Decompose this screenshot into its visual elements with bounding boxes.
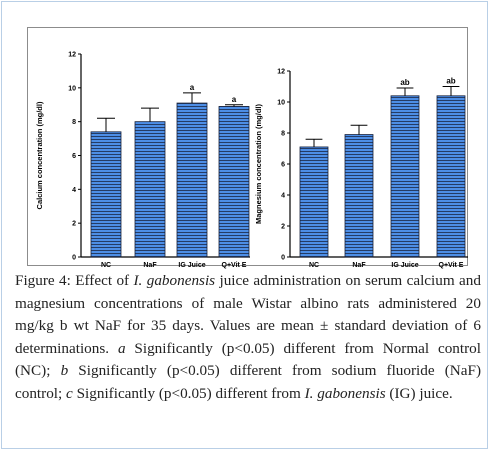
figure-caption: Figure 4: Effect of I. gabonensis juice …	[15, 270, 481, 405]
y-tick-label: 2	[72, 221, 76, 228]
chart-panel: 0 2 4 6 8 10 12 Calcium concentration (mg/dl) NC…	[27, 27, 468, 269]
x-tick-label: Q+Vit E	[439, 262, 464, 269]
caption-text: Effect of	[70, 272, 134, 289]
calcium-chart: 0 2 4 6 8 10 12 Calcium concentration (mg/dl) NC…	[35, 52, 250, 269]
significance-label: ab	[400, 78, 409, 87]
bar	[134, 121, 166, 258]
bar	[344, 134, 374, 258]
species-name: I. gabonensis	[304, 384, 386, 402]
bar	[90, 131, 122, 258]
y-tick-label: 0	[72, 255, 76, 262]
magnesium-chart: 0 2 4 6 8 10 12 Magnesium concentration (mg/dl)…	[254, 69, 468, 269]
significance-label: a	[232, 95, 237, 104]
caption-text: Significantly (p<0.05) different from	[72, 384, 305, 402]
y-tick-label: 4	[281, 193, 285, 200]
bar	[218, 106, 250, 258]
x-tick-label: NaF	[143, 262, 157, 269]
significance-label: ab	[446, 77, 455, 86]
y-tick-label: 10	[277, 100, 285, 107]
significance-letter: c	[66, 384, 73, 402]
y-tick-label: 8	[281, 131, 285, 138]
caption-text: juice administration on serum calcium an…	[15, 272, 481, 357]
y-tick-label: 12	[68, 52, 76, 59]
y-tick-label: 6	[281, 162, 285, 169]
x-tick-label: NC	[101, 262, 111, 269]
significance-letter: a	[117, 339, 126, 357]
y-tick-label: 12	[277, 69, 285, 76]
y-tick-label: 8	[72, 119, 76, 126]
x-tick-label: NaF	[352, 262, 366, 269]
y-tick-label: 4	[72, 187, 76, 194]
x-tick-label: IG Juice	[178, 262, 205, 269]
bar	[390, 95, 420, 258]
x-tick-label: NC	[309, 262, 319, 269]
x-tick-label: IG Juice	[391, 262, 418, 269]
significance-label: a	[190, 83, 195, 92]
bar	[436, 95, 466, 258]
caption-text: Significantly (p<0.05) different from so…	[15, 362, 481, 402]
bar	[299, 146, 329, 258]
significance-letter: b	[60, 362, 69, 379]
x-tick-label: Q+Vit E	[222, 262, 247, 269]
figure-label: Figure 4:	[15, 272, 71, 289]
y-tick-label: 2	[281, 224, 285, 231]
y-tick-label: 0	[281, 255, 285, 262]
y-axis-label: Magnesium concentration (mg/dl)	[254, 103, 263, 224]
species-name: I. gabonensis	[133, 272, 216, 289]
y-tick-label: 6	[72, 153, 76, 160]
caption-text: Significantly (p<0.05) different from No…	[15, 339, 481, 380]
y-axis-label: Calcium concentration (mg/dl)	[35, 101, 44, 209]
y-tick-label: 10	[68, 85, 76, 92]
caption-text: (IG) juice.	[385, 384, 453, 402]
